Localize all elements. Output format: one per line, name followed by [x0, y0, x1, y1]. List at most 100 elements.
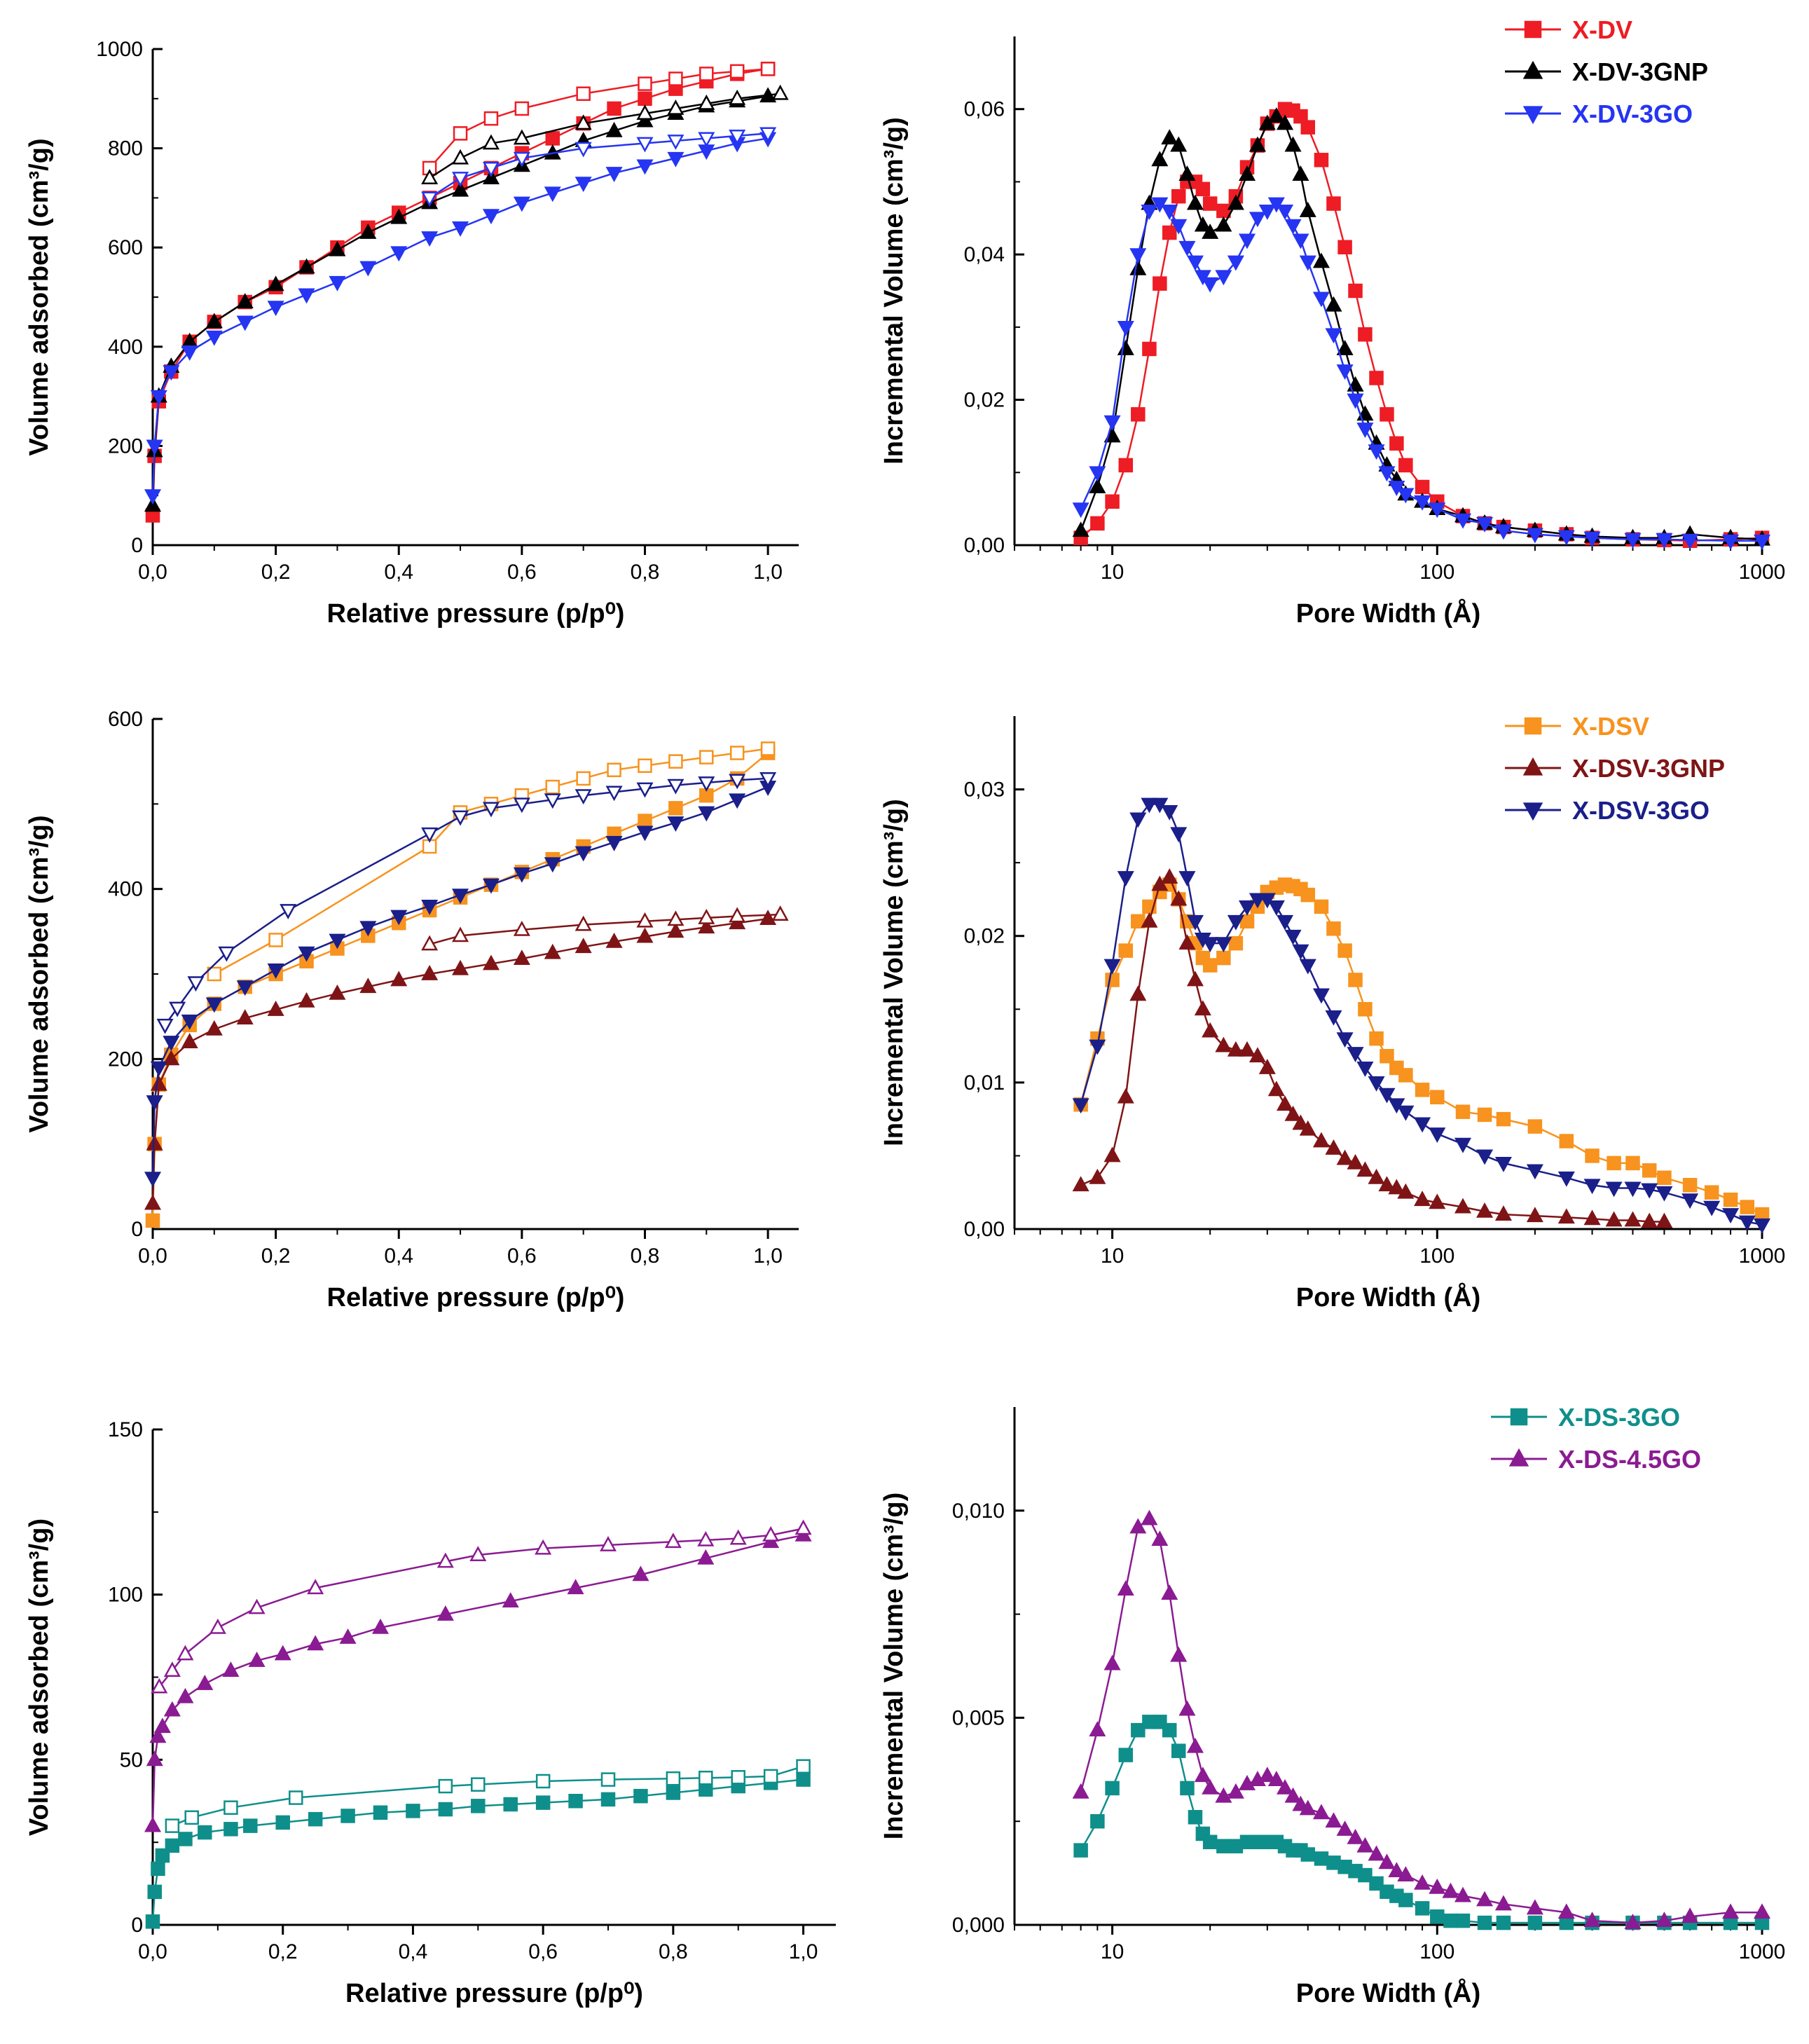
data-point: [1496, 1111, 1511, 1127]
data-point: [1129, 985, 1147, 1001]
data-point: [1293, 109, 1308, 124]
data-point: [1141, 1509, 1158, 1525]
data-point: [668, 801, 683, 816]
data-point: [1103, 1654, 1121, 1671]
data-point: [1258, 205, 1276, 220]
legend-marker: [1524, 20, 1542, 39]
data-point: [452, 181, 469, 197]
data-point: [1722, 1903, 1740, 1919]
data-point: [1129, 1518, 1147, 1534]
data-point: [1314, 899, 1329, 914]
data-point: [1258, 1058, 1276, 1074]
data-point: [1740, 1200, 1755, 1214]
data-point: [1194, 1767, 1211, 1783]
data-point: [1657, 1170, 1672, 1186]
legend-marker: [1522, 802, 1543, 821]
data-point: [1131, 1722, 1146, 1738]
data-point: [150, 1061, 167, 1077]
data-point: [575, 114, 592, 130]
data-point: [406, 1804, 420, 1818]
x-tick-label: 100: [1419, 561, 1454, 584]
data-point: [503, 1797, 518, 1812]
data-point: [1347, 376, 1364, 392]
y-axis-title: Incremental Volume (cm³/g): [879, 117, 909, 465]
data-point: [1178, 871, 1196, 887]
data-point: [1336, 1820, 1354, 1836]
data-point: [1215, 216, 1232, 232]
data-point: [1398, 1893, 1413, 1907]
data-point: [1656, 533, 1673, 549]
data-point: [1557, 1171, 1575, 1187]
data-point: [1526, 1899, 1543, 1915]
data-point: [236, 315, 254, 331]
data-point: [371, 1618, 390, 1634]
data-point: [1227, 1041, 1244, 1057]
data-point: [1267, 197, 1285, 213]
data-point: [1703, 1200, 1721, 1216]
data-point: [267, 301, 284, 317]
data-point: [607, 101, 621, 116]
data-point: [421, 827, 439, 843]
data-point: [759, 127, 777, 143]
legend-marker: [1510, 1408, 1528, 1426]
data-point: [1227, 194, 1244, 210]
data-point: [1526, 1164, 1543, 1180]
data-point: [1170, 1646, 1188, 1662]
data-point: [1325, 1812, 1342, 1828]
data-point: [436, 1605, 454, 1621]
data-point: [1089, 466, 1106, 482]
data-point: [339, 1628, 357, 1644]
data-point: [184, 1810, 199, 1825]
data-point: [1722, 1208, 1740, 1224]
data-point: [421, 935, 439, 951]
data-point: [698, 806, 715, 822]
data-point: [636, 104, 654, 120]
data-point: [1186, 914, 1204, 931]
data-point: [698, 776, 715, 792]
legend-marker: [1522, 757, 1543, 776]
data-point: [544, 857, 561, 873]
data-point: [502, 1592, 519, 1607]
data-point: [1429, 502, 1446, 519]
data-point: [763, 1769, 778, 1784]
data-point: [390, 910, 408, 926]
data-point: [1258, 114, 1276, 130]
data-point: [513, 949, 530, 966]
data-point: [729, 1529, 747, 1545]
data-point: [1186, 194, 1204, 210]
data-point: [471, 1799, 486, 1813]
data-point: [1389, 436, 1404, 451]
data-point: [1429, 1878, 1446, 1894]
data-point: [223, 1822, 238, 1837]
data-point: [1202, 224, 1219, 239]
data-point: [1072, 1176, 1089, 1192]
data-point: [599, 1536, 617, 1551]
x-tick-label: 0,2: [268, 1940, 298, 1963]
data-point: [535, 1539, 552, 1555]
x-tick-label: 1,0: [753, 1244, 783, 1268]
series-line-x-dv-desorption: [429, 68, 769, 169]
data-point: [341, 1809, 355, 1823]
data-point: [1202, 937, 1219, 953]
data-point: [1202, 1022, 1219, 1038]
data-point: [667, 778, 685, 795]
data-point: [1325, 296, 1342, 312]
data-point: [1378, 1853, 1396, 1870]
data-point: [636, 927, 654, 943]
data-point: [1477, 1915, 1492, 1930]
data-point: [1722, 534, 1740, 550]
data-point: [329, 240, 346, 256]
data-point: [1188, 1810, 1203, 1825]
data-point: [1142, 341, 1157, 357]
data-point: [1398, 458, 1413, 473]
data-point: [1356, 423, 1374, 439]
data-point: [298, 288, 315, 304]
data-point: [1267, 107, 1285, 123]
data-point: [729, 89, 746, 105]
data-point: [1215, 937, 1232, 953]
y-tick-label: 400: [108, 878, 143, 901]
x-axis-title: Pore Width (Å): [1296, 1282, 1481, 1312]
data-point: [1455, 1913, 1471, 1928]
data-point: [1299, 1799, 1316, 1816]
data-point: [267, 275, 284, 291]
